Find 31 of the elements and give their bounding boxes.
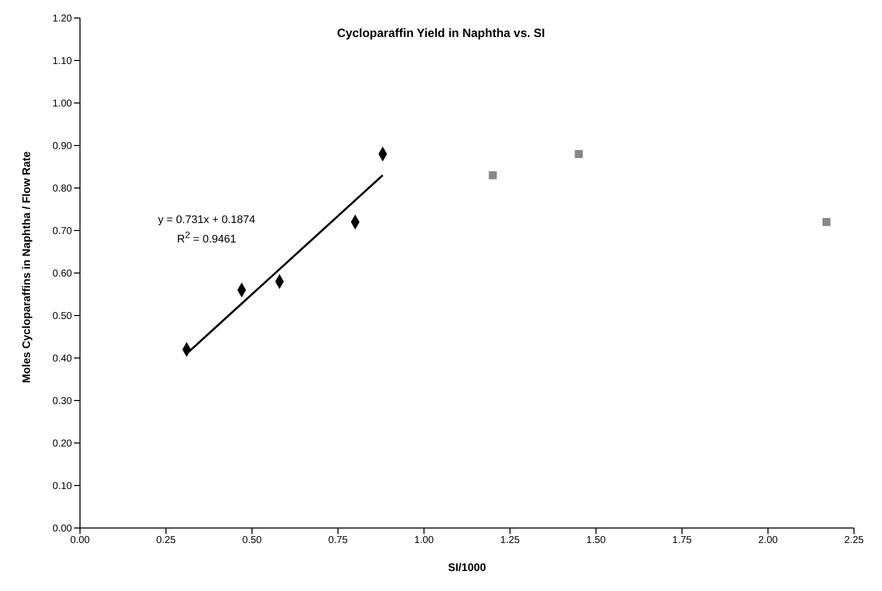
x-tick-label: 2.25: [844, 535, 864, 546]
y-tick-label: 0.20: [52, 438, 72, 450]
y-tick-label: 0.80: [52, 184, 72, 195]
point: [822, 218, 830, 226]
y-tick-label: 1.10: [52, 56, 72, 68]
y-tick-label: 0.40: [52, 354, 72, 365]
x-tick-label: 2.00: [758, 535, 778, 546]
y-tick-label: 1.20: [52, 14, 72, 25]
y-tick-label: 0.30: [52, 396, 72, 408]
y-tick-label: 0.10: [52, 481, 72, 492]
x-axis-title: SI/1000: [448, 562, 486, 574]
y-axis-title: Moles Cycloparaffins in Naphtha / Flow Rate: [20, 151, 33, 383]
x-tick-label: 0.50: [242, 535, 262, 546]
y-tick-label: 0.90: [52, 141, 72, 152]
point: [488, 171, 497, 180]
point: [574, 150, 583, 158]
x-tick-label: 1.50: [586, 535, 606, 546]
x-tick-label: 1.25: [500, 535, 520, 546]
annotation: R$^{2}$ = 0.9461: [176, 229, 238, 248]
x-tick-label: 0.25: [156, 535, 176, 546]
annotation: y = 0.731x + 0.1874: [158, 213, 256, 228]
text: Cycloparaffin Yield in Naphtha vs. SI: [336, 26, 546, 40]
y-tick-label: 0.70: [52, 226, 72, 238]
x-tick-label: 0.00: [70, 535, 90, 546]
y-tick-label: 0.50: [52, 311, 72, 322]
x-tick-label: 1.75: [672, 535, 692, 546]
y-tick-label: 0.60: [52, 268, 72, 280]
x-tick-label: 0.75: [328, 535, 348, 546]
y-tick-label: 1.00: [52, 98, 72, 110]
y-tick-label: 0.00: [52, 524, 72, 535]
x-tick-label: 1.00: [414, 535, 434, 546]
